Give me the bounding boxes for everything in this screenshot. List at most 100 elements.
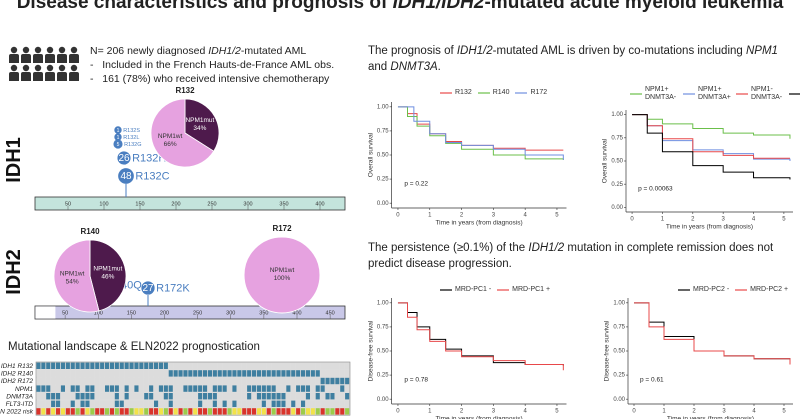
mutation-label: R132H	[132, 152, 166, 164]
heatmap-cell	[296, 408, 301, 415]
y-tick-label: 1.00	[611, 112, 623, 118]
legend-label: R132	[455, 89, 472, 96]
heatmap-cell	[310, 370, 315, 377]
mutation-label: R132G	[124, 142, 141, 148]
heatmap-cell	[217, 408, 222, 415]
survival-curve	[634, 302, 791, 365]
heatmap-cell	[60, 362, 65, 369]
gene-label: IDH2	[3, 249, 25, 295]
heatmap-cell	[310, 377, 315, 385]
heatmap-cell	[149, 385, 154, 392]
heatmap-cell	[291, 393, 296, 400]
heatmap-cell	[198, 393, 203, 400]
heatmap-cell	[114, 370, 119, 377]
heatmap-cell	[114, 385, 119, 392]
heatmap-cell	[129, 362, 134, 369]
heatmap-cell	[325, 400, 330, 407]
legend-label: NPM1- DNMT3A-	[751, 86, 783, 101]
heatmap-cell	[95, 385, 100, 392]
heatmap-cell	[51, 362, 56, 369]
heatmap-cell	[340, 408, 345, 415]
heatmap-cell	[124, 400, 129, 407]
heatmap-cell	[276, 362, 281, 369]
heatmap-cell	[158, 370, 163, 377]
heatmap-cell	[325, 377, 330, 385]
heatmap-cell	[247, 408, 252, 415]
heatmap-cell	[247, 385, 252, 392]
pie-title: R132	[175, 86, 195, 95]
heatmap-cell	[75, 370, 80, 377]
heatmap-cell	[305, 370, 310, 377]
heatmap-cell	[232, 370, 237, 377]
legend-label: MRD-PC1 +	[512, 286, 551, 293]
heatmap-cell	[95, 362, 100, 369]
heatmap-cell	[345, 400, 350, 407]
survival-curve	[634, 302, 791, 363]
text-run: DNMT3A	[390, 61, 438, 73]
heatmap-cell	[70, 385, 75, 392]
x-tick-label: 4	[523, 213, 527, 219]
person	[57, 46, 67, 63]
heatmap-cell	[286, 370, 291, 377]
heatmap-cell	[261, 385, 266, 392]
heatmap-cell	[212, 377, 217, 385]
heatmap-cell	[36, 362, 41, 369]
heatmap-cell	[296, 370, 301, 377]
protein-tick-label: 150	[127, 310, 136, 316]
heatmap-cell	[203, 400, 208, 407]
heatmap-cell	[134, 362, 139, 369]
heatmap-cell	[207, 408, 212, 415]
pie-slice	[150, 98, 215, 168]
heatmap-cell	[41, 362, 46, 369]
text-run: N= 206 newly diagnosed	[90, 45, 209, 57]
heatmap-cell	[291, 370, 296, 377]
survival-curve	[397, 106, 564, 160]
heatmap-cell	[154, 393, 159, 400]
heatmap-cell	[144, 393, 149, 400]
heatmap-cell	[301, 400, 306, 407]
survival-curve	[397, 302, 564, 371]
heatmap-cell	[330, 370, 335, 377]
x-tick-label: 4	[523, 409, 527, 415]
x-axis-label: Time in years (from diagnosis)	[435, 220, 522, 227]
heatmap-cell	[340, 393, 345, 400]
heatmap-cell	[232, 393, 237, 400]
heatmap-cell	[134, 385, 139, 392]
heatmap-cell	[266, 408, 271, 415]
mutation-bubble	[141, 281, 155, 295]
heatmap-cell	[100, 377, 105, 385]
heatmap-cell	[114, 362, 119, 369]
heatmap-cell	[163, 362, 168, 369]
heatmap-cell	[80, 385, 85, 392]
heatmap-cell	[222, 400, 227, 407]
heatmap-cell	[158, 385, 163, 392]
persistence-text: The persistence (≥0.1%) of the IDH1/2 mu…	[368, 240, 798, 272]
x-axis-label: Time in years (from diagnosis)	[435, 416, 522, 419]
heatmap-cell	[320, 385, 325, 392]
heatmap-cell	[291, 377, 296, 385]
heatmap-cell	[198, 362, 203, 369]
heatmap-cell	[183, 370, 188, 377]
mutation-bubble	[114, 126, 122, 134]
heatmap-cell	[193, 362, 198, 369]
heatmap-cell	[65, 408, 70, 415]
heatmap-cell	[320, 400, 325, 407]
heatmap-cell	[222, 393, 227, 400]
heatmap-cell	[178, 370, 183, 377]
heatmap-cell	[124, 370, 129, 377]
x-tick-label: 5	[782, 217, 786, 223]
heatmap-cell	[212, 370, 217, 377]
protein-tick-label: 350	[259, 310, 268, 316]
heatmap-cell	[315, 408, 320, 415]
heatmap-cell	[124, 385, 129, 392]
heatmap-cell	[65, 362, 70, 369]
heatmap-cell	[46, 393, 51, 400]
heatmap-cell	[256, 362, 261, 369]
y-tick-label: 0.00	[611, 205, 623, 211]
heatmap-cell	[158, 393, 163, 400]
heatmap-cell	[85, 377, 90, 385]
heatmap-cell	[129, 370, 134, 377]
heatmap-cell	[163, 400, 168, 407]
heatmap-cell	[109, 362, 114, 369]
heatmap-cell	[183, 377, 188, 385]
